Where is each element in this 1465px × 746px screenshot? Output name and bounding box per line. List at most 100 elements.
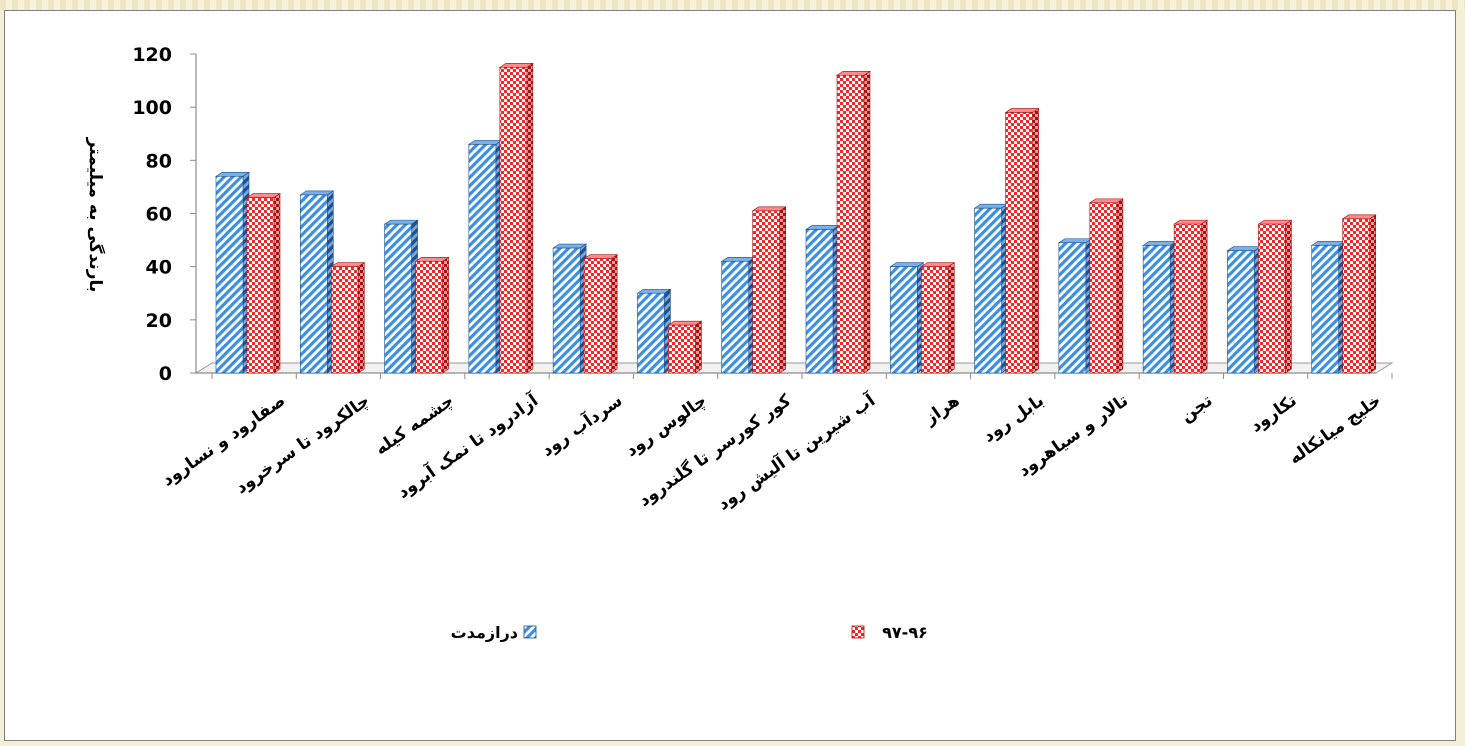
bar-current-year <box>1257 219 1293 374</box>
chart-floor <box>194 362 1394 374</box>
bar-side-face <box>947 262 955 374</box>
bar-long-term <box>636 288 672 374</box>
bar-current-year <box>751 206 787 374</box>
bar-top-face <box>1257 219 1293 225</box>
bar-top-face <box>836 70 871 76</box>
bar-front-face <box>1089 202 1118 374</box>
bar-top-face <box>498 62 534 68</box>
bar-side-face <box>357 262 365 374</box>
bar-side-face <box>526 62 534 374</box>
bar-front-face <box>299 194 328 374</box>
bar-front-face <box>920 266 949 374</box>
bar-side-face <box>610 254 618 374</box>
legend-label-long-term: درازمدت <box>451 623 518 642</box>
bar-top-face <box>414 257 450 262</box>
bars-layer <box>215 62 1377 374</box>
bar-long-term <box>1057 238 1093 374</box>
bar-front-face <box>668 324 696 374</box>
bar-front-face <box>330 266 359 374</box>
bar-current-year <box>498 62 534 374</box>
bar-current-year <box>667 320 703 374</box>
bar-current-year <box>414 256 450 374</box>
bar-long-term <box>1142 240 1178 374</box>
bar-front-face <box>1142 245 1171 374</box>
bar-side-face <box>1200 219 1208 374</box>
bar-long-term <box>467 139 503 374</box>
bar-front-face <box>1173 223 1202 374</box>
legend-swatch-long-term <box>523 625 537 639</box>
bar-top-face <box>1310 241 1346 246</box>
bar-current-year <box>1088 198 1124 374</box>
x-category-label: هراز <box>920 391 963 430</box>
bar-front-face <box>583 258 612 374</box>
bar-side-face <box>695 320 702 374</box>
legend-swatch-current-year <box>851 625 865 639</box>
bar-top-face <box>467 140 503 145</box>
bar-top-face <box>583 254 619 259</box>
x-category-label: خلیج میانکاله <box>1285 391 1385 469</box>
bar-front-face <box>415 261 443 374</box>
bar-top-face <box>720 257 756 262</box>
bar-front-face <box>1342 218 1371 374</box>
bar-top-face <box>215 171 250 177</box>
y-tick-label: 80 <box>146 150 172 172</box>
x-category-label: آزادرود تا نمک آبرود <box>393 388 543 502</box>
bar-side-face <box>1032 107 1039 374</box>
bar-front-face <box>1311 245 1340 374</box>
bar-front-face <box>1058 242 1087 374</box>
bar-current-year <box>836 70 871 374</box>
bar-top-face <box>552 243 588 249</box>
bar-top-face <box>246 193 281 198</box>
bar-top-face <box>1088 198 1124 204</box>
bar-side-face <box>1285 219 1292 374</box>
bar-current-year <box>1341 214 1377 374</box>
bar-long-term <box>805 224 840 374</box>
chart-frame <box>4 10 1456 741</box>
bar-top-face <box>1173 219 1209 225</box>
bar-front-face <box>836 74 865 374</box>
bar-front-face <box>499 66 528 374</box>
bar-front-face <box>1258 223 1286 374</box>
bar-top-face <box>299 190 335 196</box>
legend-item-long-term: درازمدت <box>451 623 537 642</box>
bar-side-face <box>273 192 281 374</box>
x-category-label: تکارود <box>1247 391 1301 437</box>
bar-front-face <box>637 292 665 374</box>
bar-current-year <box>246 192 281 374</box>
bar-current-year <box>1004 107 1040 374</box>
legend: درازمدت ۹۷-۹۶ <box>451 623 928 642</box>
bar-long-term <box>299 190 335 374</box>
bar-top-face <box>330 262 366 267</box>
bar-top-face <box>383 219 419 225</box>
x-category-label: بابل رود <box>979 391 1047 447</box>
bar-top-face <box>889 262 925 267</box>
x-category-label: تجن <box>1177 391 1216 427</box>
bar-long-term <box>215 171 250 374</box>
bar-front-face <box>752 210 781 374</box>
bar-front-face <box>246 197 275 374</box>
bar-front-face <box>468 144 497 374</box>
x-category-label: کور کورسر تا گلندرود <box>634 390 795 511</box>
bar-front-face <box>384 223 412 374</box>
bar-top-face <box>1226 246 1262 252</box>
bar-current-year <box>920 262 956 374</box>
y-tick-label: 40 <box>146 257 172 279</box>
bar-long-term <box>720 256 756 374</box>
legend-item-current-year: ۹۷-۹۶ <box>851 623 928 642</box>
bar-front-face <box>1227 250 1255 374</box>
bar-top-face <box>920 262 956 267</box>
bar-top-face <box>667 320 703 326</box>
bar-current-year <box>1173 219 1209 374</box>
bar-side-face <box>1116 198 1124 374</box>
bar-current-year <box>583 254 619 374</box>
bar-long-term <box>973 203 1009 374</box>
bar-side-face <box>442 256 449 374</box>
y-tick-label: 20 <box>146 310 172 332</box>
y-tick-label: 60 <box>146 204 172 226</box>
y-tick-label: 100 <box>132 97 172 119</box>
bar-long-term <box>889 262 925 374</box>
bar-side-face <box>1369 214 1377 374</box>
decorative-top-band <box>0 0 1465 10</box>
